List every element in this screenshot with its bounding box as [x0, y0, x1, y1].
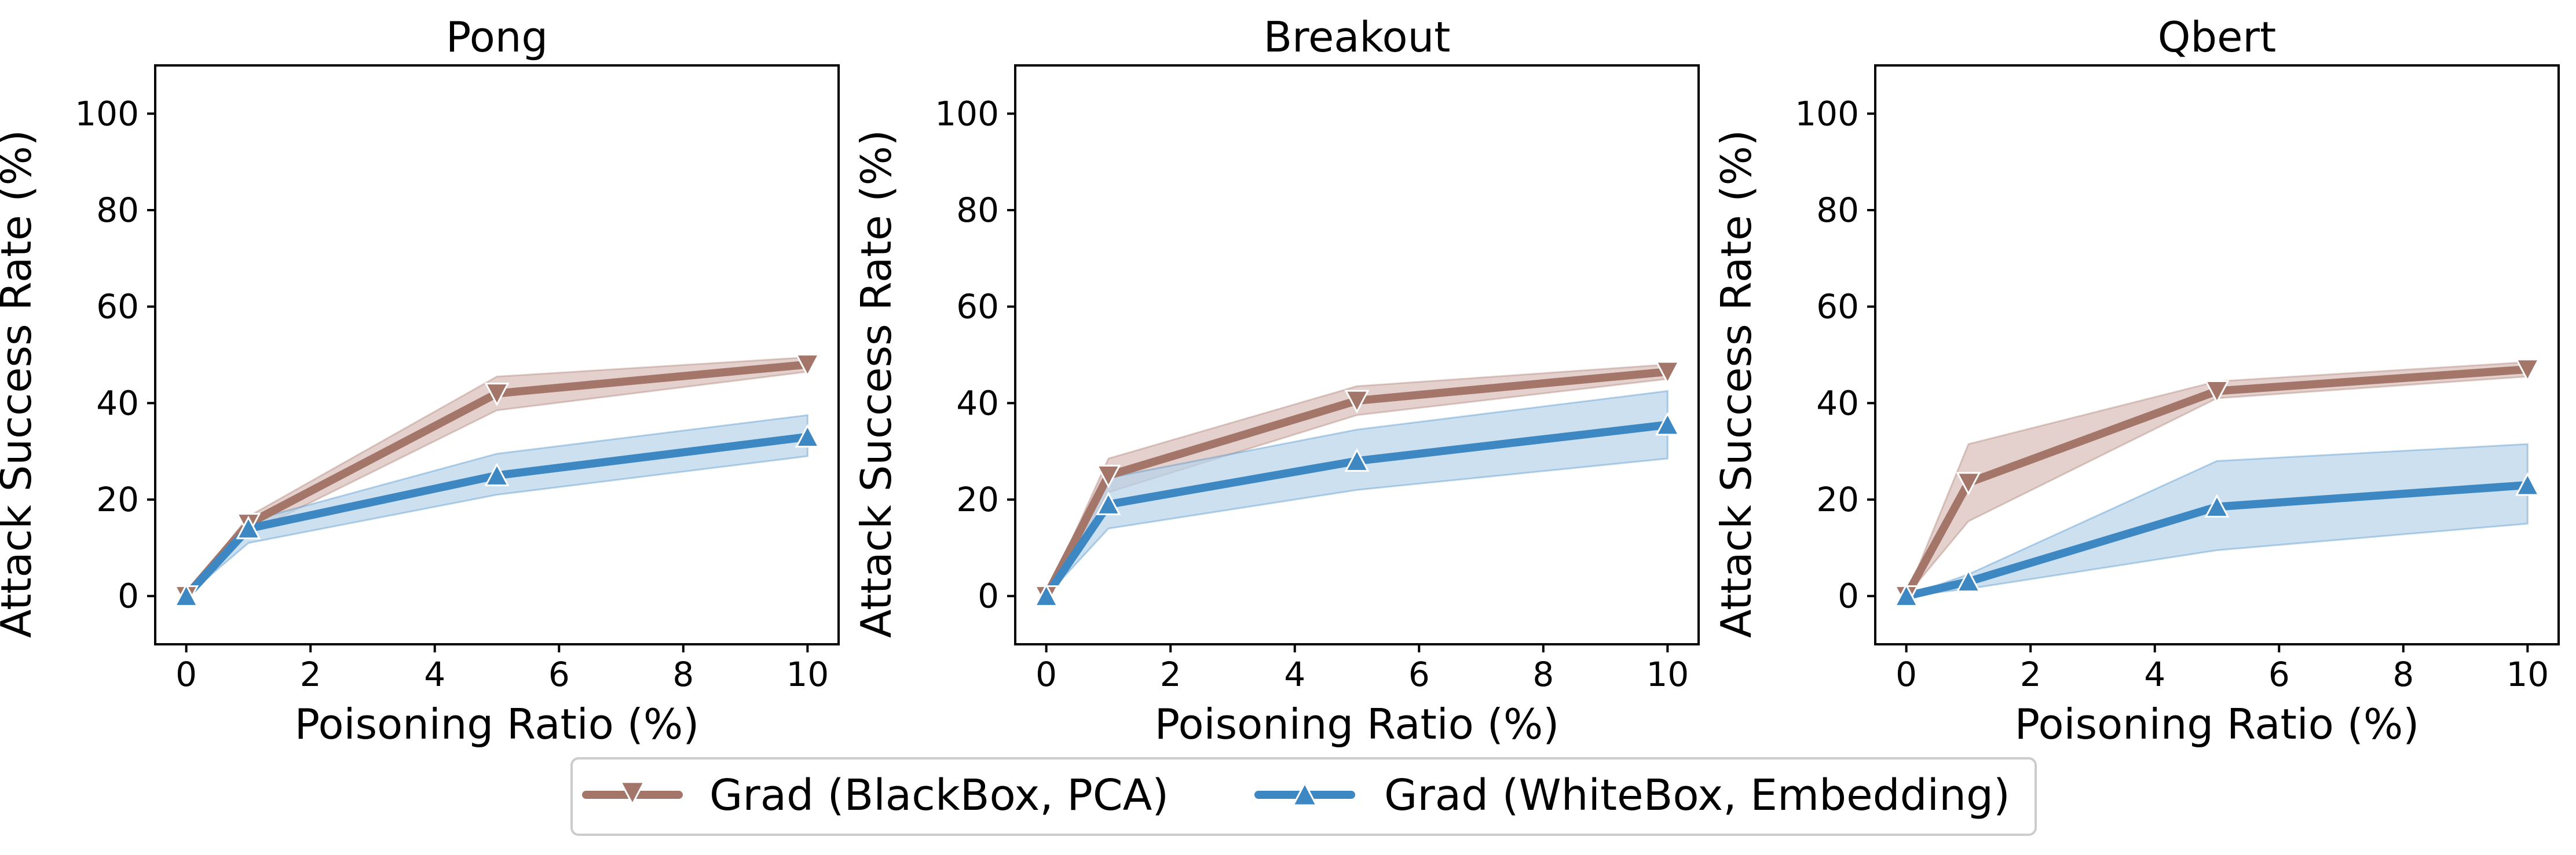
data-point-blackbox — [1344, 390, 1370, 414]
series-line-blackbox — [1902, 365, 2532, 600]
series-line-whitebox — [1042, 420, 1672, 600]
panel-title: Qbert — [2158, 13, 2277, 61]
plot-frame — [1014, 64, 1700, 645]
x-tick-label: 4 — [1284, 655, 1305, 694]
data-point-blackbox — [2515, 358, 2540, 383]
plot-frame — [1874, 64, 2560, 645]
data-point-blackbox — [1956, 472, 1981, 496]
y-tick-label: 60 — [96, 287, 139, 326]
x-tick-label: 2 — [300, 655, 321, 694]
y-tick-label: 40 — [96, 383, 139, 423]
data-point-whitebox — [1344, 448, 1370, 472]
y-tick-label: 100 — [1795, 94, 1859, 133]
data-point-whitebox — [2204, 494, 2230, 518]
data-point-whitebox — [484, 463, 510, 486]
x-tick-label: 0 — [175, 655, 197, 694]
series-line-whitebox — [182, 432, 812, 600]
data-point-whitebox — [236, 515, 261, 540]
y-tick-label: 60 — [956, 287, 999, 326]
confidence-band-whitebox — [1045, 390, 1668, 597]
data-point-whitebox — [795, 424, 820, 448]
x-tick-label: 6 — [548, 655, 570, 694]
legend: Grad (BlackBox, PCA) Grad (WhiteBox, Emb… — [570, 757, 2037, 836]
y-axis-label: Attack Success Rate (%) — [1712, 130, 1761, 638]
y-tick-label: 0 — [118, 577, 139, 616]
x-tick-label: 2 — [2020, 655, 2041, 694]
y-tick-label: 100 — [935, 94, 999, 133]
x-tick-label: 4 — [424, 655, 445, 694]
series-line-whitebox — [1902, 481, 2532, 600]
y-tick-label: 20 — [1816, 480, 1859, 519]
y-tick-label: 80 — [96, 190, 139, 230]
data-point-blackbox — [2204, 380, 2230, 404]
y-axis-label: Attack Success Rate (%) — [852, 130, 901, 638]
x-tick-label: 10 — [2506, 655, 2549, 694]
y-tick-label: 80 — [1816, 190, 1859, 230]
legend-label-whitebox: Grad (WhiteBox, Embedding) — [1384, 770, 2010, 820]
data-point-whitebox — [2515, 472, 2540, 496]
x-axis-label: Poisoning Ratio (%) — [2015, 700, 2420, 748]
plot-frame — [154, 64, 840, 645]
legend-marker-whitebox — [1291, 781, 1318, 806]
data-point-blackbox — [1655, 361, 1680, 385]
series-line-blackbox — [1042, 368, 1672, 600]
panel-title: Pong — [446, 13, 548, 61]
data-point-whitebox — [174, 583, 199, 607]
data-point-blackbox — [795, 354, 820, 377]
x-tick-label: 8 — [672, 655, 694, 694]
panel-title: Breakout — [1264, 13, 1451, 61]
x-tick-label: 6 — [1408, 655, 1430, 694]
x-tick-label: 4 — [2144, 655, 2165, 694]
data-point-blackbox — [1096, 464, 1121, 489]
x-tick-label: 8 — [2392, 655, 2414, 694]
x-tick-label: 2 — [1160, 655, 1181, 694]
y-tick-label: 20 — [96, 480, 139, 519]
legend-marker-blackbox — [619, 781, 646, 806]
x-tick-label: 10 — [1646, 655, 1689, 694]
data-point-whitebox — [1655, 412, 1680, 436]
data-point-whitebox — [1894, 583, 1919, 607]
x-tick-label: 6 — [2268, 655, 2290, 694]
data-point-whitebox — [1096, 491, 1121, 515]
y-tick-label: 80 — [956, 190, 999, 230]
legend-label-blackbox: Grad (BlackBox, PCA) — [709, 770, 1169, 820]
x-tick-label: 10 — [786, 655, 829, 694]
y-tick-label: 0 — [1838, 577, 1859, 616]
y-tick-label: 100 — [75, 94, 139, 133]
x-tick-label: 0 — [1896, 655, 1917, 694]
x-axis-label: Poisoning Ratio (%) — [295, 700, 700, 748]
y-tick-label: 20 — [956, 480, 999, 519]
x-tick-label: 0 — [1035, 655, 1057, 694]
data-point-whitebox — [1956, 568, 1981, 593]
data-point-blackbox — [484, 383, 510, 406]
y-tick-label: 40 — [1816, 383, 1859, 423]
y-axis-label: Attack Success Rate (%) — [0, 130, 41, 638]
x-tick-label: 8 — [1532, 655, 1554, 694]
y-tick-label: 60 — [1816, 287, 1859, 326]
data-point-whitebox — [1034, 583, 1059, 607]
x-axis-label: Poisoning Ratio (%) — [1155, 700, 1560, 748]
y-tick-label: 40 — [956, 383, 999, 423]
y-tick-label: 0 — [978, 577, 999, 616]
